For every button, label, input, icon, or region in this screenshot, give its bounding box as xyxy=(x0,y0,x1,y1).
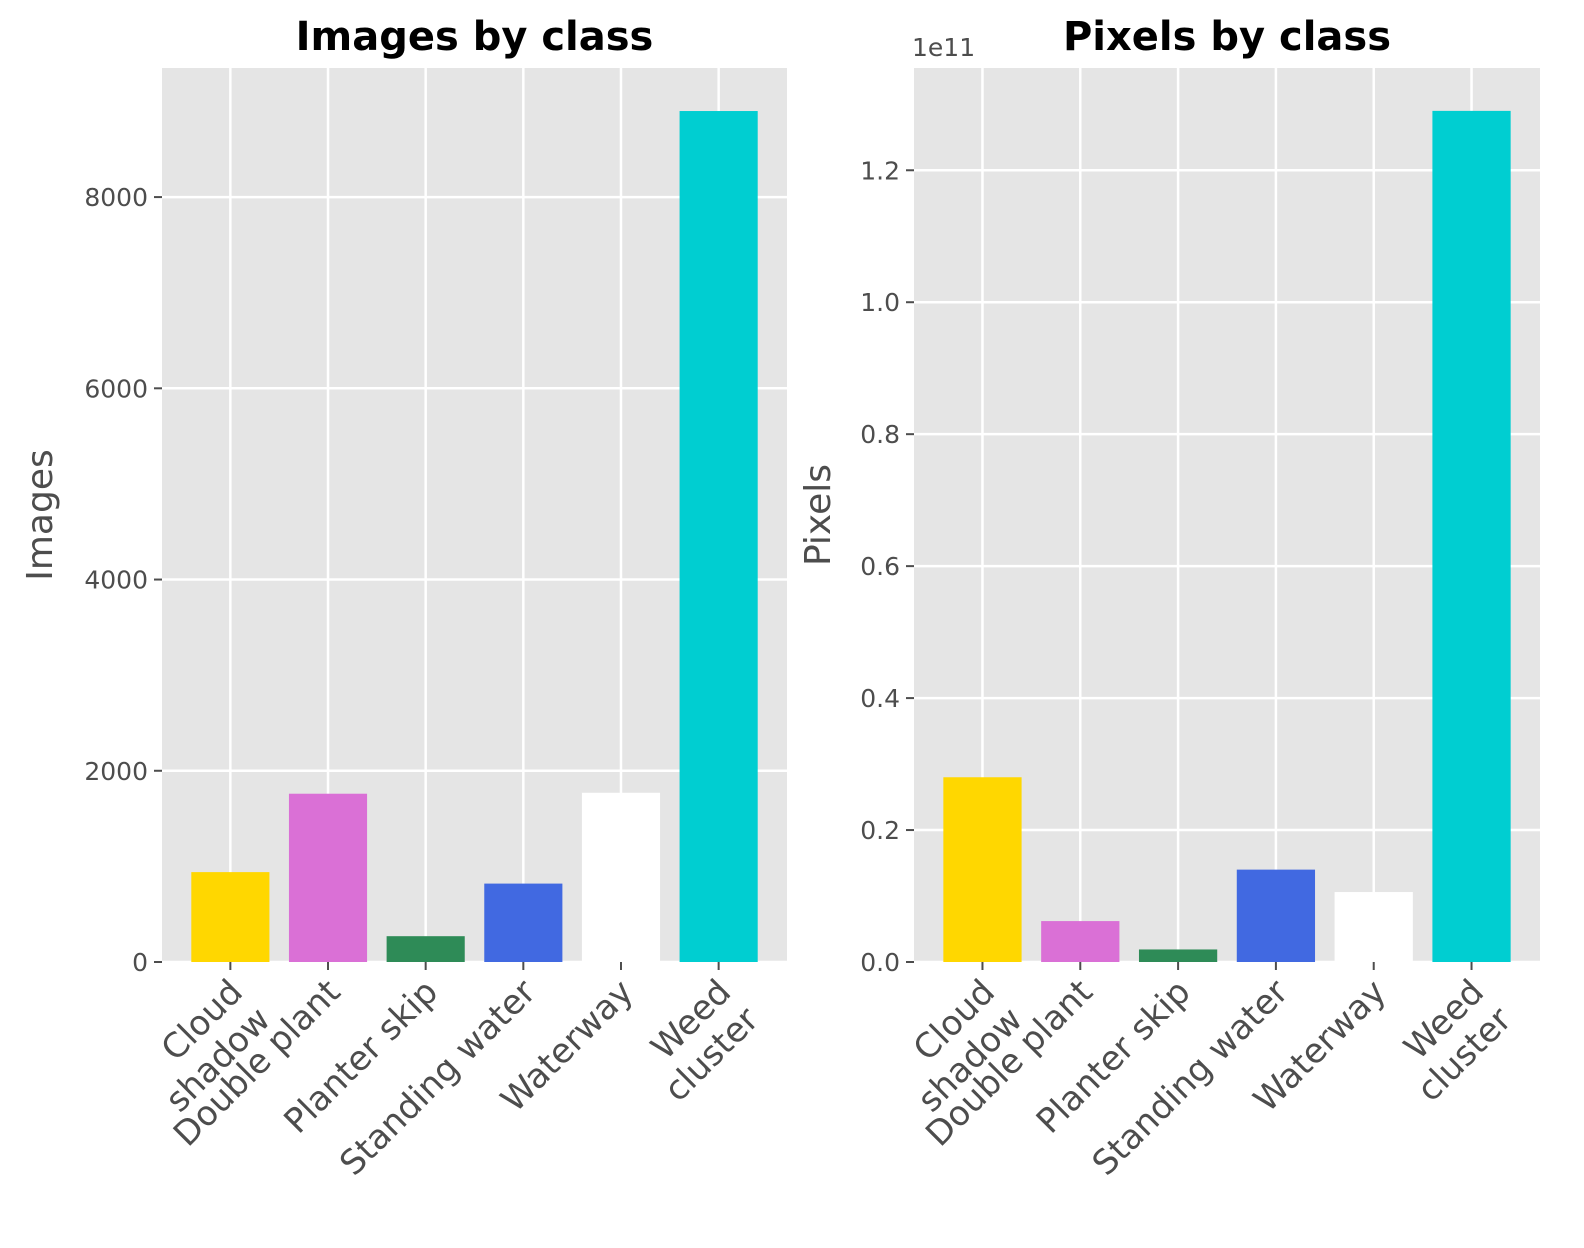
bar-1 xyxy=(191,872,270,962)
chart-title: Images by class xyxy=(296,14,654,60)
bar-4 xyxy=(1236,869,1316,962)
y-tick-label: 1.0 xyxy=(860,288,900,317)
chart-title: Pixels by class xyxy=(1063,14,1391,60)
y-tick-label: 0 xyxy=(132,948,148,977)
y-axis-label: Pixels xyxy=(798,464,839,566)
x-tick-label: Weedcluster xyxy=(629,972,767,1110)
y-tick-label: 0.6 xyxy=(860,552,900,581)
y-tick-label: 0.8 xyxy=(860,420,900,449)
y-axis-label: Images xyxy=(20,449,61,581)
y-tick-label: 6000 xyxy=(84,374,148,403)
x-tick-label: Weedcluster xyxy=(1382,972,1520,1110)
y-axis-offset-label: 1e11 xyxy=(912,33,975,62)
bar-5 xyxy=(581,792,661,962)
bar-1 xyxy=(943,777,1022,962)
bar-5 xyxy=(1334,892,1413,962)
bar-2 xyxy=(288,793,368,962)
bar-6 xyxy=(679,111,758,963)
y-tick-label: 8000 xyxy=(84,183,148,212)
bar-2 xyxy=(1041,921,1120,962)
bar-3 xyxy=(1138,949,1218,962)
y-tick-label: 2000 xyxy=(84,757,148,786)
y-tick-label: 4000 xyxy=(84,566,148,595)
bar-3 xyxy=(386,936,465,962)
bar-4 xyxy=(484,883,563,962)
y-tick-label: 1.2 xyxy=(860,156,900,185)
y-tick-label: 0.0 xyxy=(860,948,900,977)
bar-6 xyxy=(1432,110,1511,962)
y-tick-label: 0.4 xyxy=(860,684,900,713)
y-tick-label: 0.2 xyxy=(860,816,900,845)
